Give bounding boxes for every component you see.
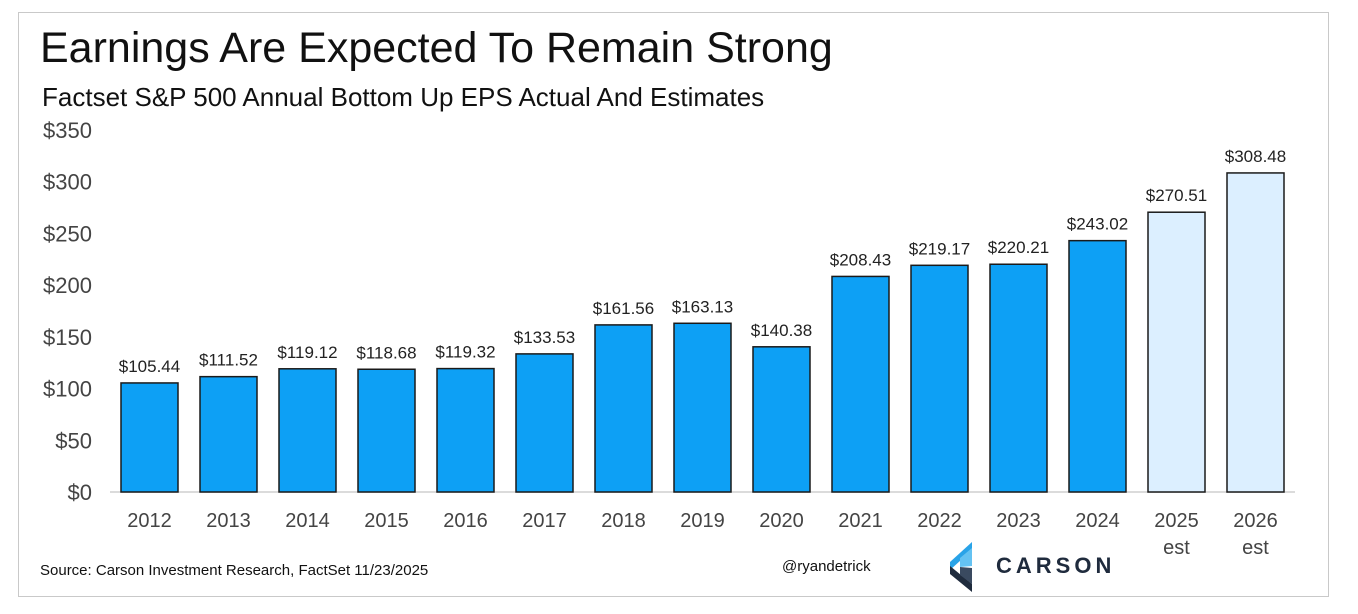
x-tick-label: 2026	[1233, 510, 1278, 532]
y-tick-label: $100	[43, 377, 92, 402]
bar-2025-est	[1147, 211, 1206, 493]
data-label: $119.32	[435, 343, 495, 362]
x-tick-label: 2013	[206, 510, 251, 532]
x-tick-label: 2022	[917, 510, 962, 532]
x-tick-label: est	[1163, 537, 1190, 559]
bar-2021	[831, 275, 890, 493]
x-tick-label: 2017	[522, 510, 567, 532]
y-tick-label: $250	[43, 221, 92, 246]
data-label: $133.53	[514, 328, 575, 347]
x-tick-label: 2020	[759, 510, 804, 532]
chart-subtitle: Factset S&P 500 Annual Bottom Up EPS Act…	[42, 82, 765, 112]
carson-logo: CARSON	[946, 540, 1136, 594]
carson-logo-mark-icon	[950, 542, 972, 592]
y-tick-label: $50	[55, 428, 92, 453]
bar-2013	[199, 375, 258, 493]
y-tick-label: $200	[43, 273, 92, 298]
y-tick-label: $350	[43, 118, 92, 143]
data-label: $243.02	[1067, 215, 1128, 234]
data-label: $308.48	[1225, 147, 1286, 166]
bar-2020	[752, 346, 811, 493]
data-label: $118.68	[356, 343, 416, 362]
bar-2017	[515, 353, 574, 493]
data-label: $208.43	[830, 250, 891, 269]
chart-title: Earnings Are Expected To Remain Strong	[40, 24, 833, 72]
bar-2023	[989, 263, 1048, 493]
data-label: $119.12	[277, 343, 337, 362]
bar-2014	[278, 368, 337, 493]
chart-frame	[18, 12, 1329, 597]
x-tick-label: 2015	[364, 510, 409, 532]
x-tick-label: 2018	[601, 510, 646, 532]
y-tick-label: $150	[43, 325, 92, 350]
y-tick-label: $0	[68, 480, 92, 505]
data-label: $220.21	[988, 238, 1049, 257]
bar-2018	[594, 324, 653, 493]
bar-2024	[1068, 239, 1127, 493]
author-handle: @ryandetrick	[782, 558, 871, 575]
bar-2015	[357, 368, 416, 493]
bar-2019	[673, 322, 732, 493]
data-label: $140.38	[751, 321, 812, 340]
data-label: $105.44	[119, 357, 180, 376]
data-label: $270.51	[1146, 186, 1207, 205]
data-label: $111.52	[199, 351, 258, 370]
data-label: $161.56	[593, 299, 654, 318]
data-label: $219.17	[909, 239, 970, 258]
bar-2012	[120, 382, 179, 493]
x-tick-label: 2023	[996, 510, 1041, 532]
x-tick-label: 2016	[443, 510, 488, 532]
x-tick-label: est	[1242, 537, 1269, 559]
bar-2022	[910, 264, 969, 493]
x-tick-label: 2019	[680, 510, 725, 532]
x-tick-label: 2012	[127, 510, 172, 532]
bar-2026-est	[1226, 172, 1285, 493]
y-tick-label: $300	[43, 170, 92, 195]
data-label: $163.13	[672, 297, 733, 316]
source-note: Source: Carson Investment Research, Fact…	[40, 562, 429, 579]
x-tick-label: 2021	[838, 510, 883, 532]
x-tick-label: 2025	[1154, 510, 1199, 532]
x-tick-label: 2014	[285, 510, 330, 532]
bar-2016	[436, 367, 495, 493]
carson-logo-text: CARSON	[996, 553, 1116, 578]
x-tick-label: 2024	[1075, 510, 1120, 532]
